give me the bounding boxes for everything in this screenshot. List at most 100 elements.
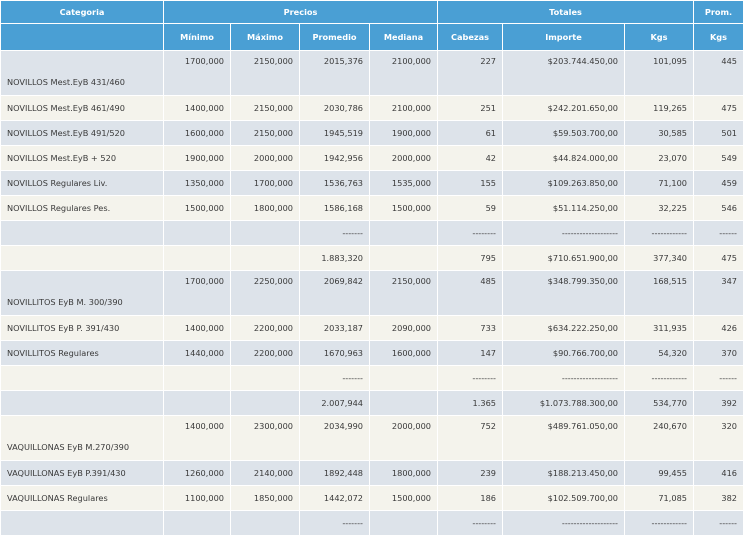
table-row: NOVILLOS Mest.EyB 491/520 1600,000 2150,… — [1, 121, 743, 146]
cell-importe: $90.766.700,00 — [503, 341, 625, 366]
header-cabezas: Cabezas — [438, 24, 503, 51]
cell-minimo — [164, 366, 231, 391]
cell-categoria: NOVILLITOS EyB M. 300/390 — [1, 271, 164, 316]
table-row: NOVILLOS Regulares Pes. 1500,000 1800,00… — [1, 196, 743, 221]
cell-promedio: 2015,376 — [300, 51, 370, 96]
cell-prom-kgs: 445 — [694, 51, 743, 96]
cell-cabezas: 733 — [438, 316, 503, 341]
cell-kgs: ------------ — [625, 366, 694, 391]
cell-promedio: 2034,990 — [300, 416, 370, 461]
cell-minimo: 1600,000 — [164, 121, 231, 146]
cell-importe: $1.073.788.300,00 — [503, 391, 625, 416]
cell-maximo: 2150,000 — [231, 96, 300, 121]
cell-importe: $109.263.850,00 — [503, 171, 625, 196]
table-row: NOVILLOS Mest.EyB 461/490 1400,000 2150,… — [1, 96, 743, 121]
cell-mediana: 1535,000 — [370, 171, 438, 196]
cell-promedio: ------- — [300, 366, 370, 391]
cell-kgs: 71,085 — [625, 486, 694, 511]
cell-maximo: 2140,000 — [231, 461, 300, 486]
cell-maximo: 1850,000 — [231, 486, 300, 511]
cell-mediana: 1600,000 — [370, 341, 438, 366]
cell-categoria: VAQUILLONAS Regulares — [1, 486, 164, 511]
header-row-sub: Mínimo Máximo Promedio Mediana Cabezas I… — [1, 24, 743, 51]
cell-maximo: 2250,000 — [231, 271, 300, 316]
cell-prom-kgs: ------ — [694, 221, 743, 246]
header-row-top: Categoria Precios Totales Prom. — [1, 1, 743, 24]
header-promedio: Promedio — [300, 24, 370, 51]
cell-minimo: 1100,000 — [164, 486, 231, 511]
cell-promedio: 1942,956 — [300, 146, 370, 171]
cell-categoria: NOVILLOS Regulares Liv. — [1, 171, 164, 196]
cell-mediana: 2000,000 — [370, 146, 438, 171]
cell-maximo: 2200,000 — [231, 316, 300, 341]
cell-prom-kgs: 320 — [694, 416, 743, 461]
cell-promedio: 1442,072 — [300, 486, 370, 511]
separator-row: ------- -------- ------------------- ---… — [1, 366, 743, 391]
cell-prom-kgs: 549 — [694, 146, 743, 171]
cell-minimo: 1700,000 — [164, 51, 231, 96]
cell-kgs: 377,340 — [625, 246, 694, 271]
cell-prom-kgs: 475 — [694, 246, 743, 271]
separator-row: ------- -------- ------------------- ---… — [1, 511, 743, 536]
cell-cabezas: 752 — [438, 416, 503, 461]
header-prom-kgs: Kgs — [694, 24, 743, 51]
cell-importe: $188.213.450,00 — [503, 461, 625, 486]
table-row: VAQUILLONAS EyB P.391/430 1260,000 2140,… — [1, 461, 743, 486]
cell-categoria: VAQUILLONAS EyB M.270/390 — [1, 416, 164, 461]
table-row: NOVILLOS Mest.EyB + 520 1900,000 2000,00… — [1, 146, 743, 171]
cell-importe: ------------------- — [503, 221, 625, 246]
cell-minimo — [164, 221, 231, 246]
cell-categoria — [1, 366, 164, 391]
cell-kgs: 119,265 — [625, 96, 694, 121]
cell-promedio: 2069,842 — [300, 271, 370, 316]
cell-promedio: ------- — [300, 221, 370, 246]
cell-mediana: 2150,000 — [370, 271, 438, 316]
table-row: NOVILLOS Regulares Liv. 1350,000 1700,00… — [1, 171, 743, 196]
cell-cabezas: -------- — [438, 511, 503, 536]
cell-importe: $634.222.250,00 — [503, 316, 625, 341]
subtotal-row: 2.007,944 1.365 $1.073.788.300,00 534,77… — [1, 391, 743, 416]
cell-promedio: 2.007,944 — [300, 391, 370, 416]
cell-maximo: 1800,000 — [231, 196, 300, 221]
cell-minimo: 1900,000 — [164, 146, 231, 171]
cell-importe: $242.201.650,00 — [503, 96, 625, 121]
header-categoria: Categoria — [1, 1, 164, 24]
header-kgs: Kgs — [625, 24, 694, 51]
cell-cabezas: 1.365 — [438, 391, 503, 416]
cell-cabezas: 485 — [438, 271, 503, 316]
cell-promedio: 2030,786 — [300, 96, 370, 121]
cell-minimo: 1350,000 — [164, 171, 231, 196]
cell-minimo: 1260,000 — [164, 461, 231, 486]
table-row: VAQUILLONAS Regulares 1100,000 1850,000 … — [1, 486, 743, 511]
cell-importe: $51.114.250,00 — [503, 196, 625, 221]
cell-cabezas: 239 — [438, 461, 503, 486]
cell-importe: $489.761.050,00 — [503, 416, 625, 461]
cell-prom-kgs: 426 — [694, 316, 743, 341]
cell-prom-kgs: 382 — [694, 486, 743, 511]
table-body: NOVILLOS Mest.EyB 431/460 1700,000 2150,… — [1, 51, 743, 536]
cell-prom-kgs: 475 — [694, 96, 743, 121]
cell-cabezas: -------- — [438, 366, 503, 391]
header-prom: Prom. — [694, 1, 743, 24]
cell-cabezas: 155 — [438, 171, 503, 196]
cell-minimo: 1500,000 — [164, 196, 231, 221]
cell-importe: $102.509.700,00 — [503, 486, 625, 511]
cell-maximo: 2300,000 — [231, 416, 300, 461]
header-blank — [1, 24, 164, 51]
cell-maximo: 2200,000 — [231, 341, 300, 366]
cell-cabezas: 186 — [438, 486, 503, 511]
cell-promedio: 1536,763 — [300, 171, 370, 196]
header-minimo: Mínimo — [164, 24, 231, 51]
cell-cabezas: 795 — [438, 246, 503, 271]
cell-importe: $348.799.350,00 — [503, 271, 625, 316]
cell-categoria: NOVILLOS Mest.EyB 491/520 — [1, 121, 164, 146]
separator-row: ------- -------- ------------------- ---… — [1, 221, 743, 246]
cell-prom-kgs: ------ — [694, 366, 743, 391]
cell-cabezas: 61 — [438, 121, 503, 146]
cell-categoria — [1, 221, 164, 246]
cell-cabezas: 42 — [438, 146, 503, 171]
cell-categoria: NOVILLOS Mest.EyB + 520 — [1, 146, 164, 171]
cell-mediana: 1500,000 — [370, 486, 438, 511]
cell-mediana: 1500,000 — [370, 196, 438, 221]
